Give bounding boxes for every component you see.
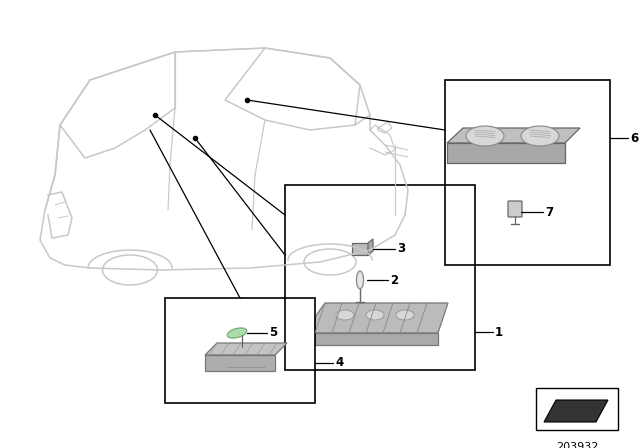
- FancyBboxPatch shape: [508, 201, 522, 217]
- Polygon shape: [352, 243, 368, 255]
- Polygon shape: [368, 239, 373, 255]
- Text: 5: 5: [269, 327, 277, 340]
- Text: 203932: 203932: [556, 442, 598, 448]
- Polygon shape: [447, 143, 565, 163]
- Ellipse shape: [366, 310, 384, 320]
- Bar: [165, 298, 315, 403]
- Bar: [536, 388, 618, 430]
- Ellipse shape: [521, 126, 559, 146]
- Bar: [445, 80, 610, 265]
- Text: 7: 7: [545, 206, 553, 219]
- Text: 4: 4: [335, 357, 343, 370]
- Ellipse shape: [356, 271, 364, 289]
- Ellipse shape: [396, 310, 414, 320]
- Text: 2: 2: [390, 273, 398, 287]
- Polygon shape: [205, 343, 287, 355]
- Text: 3: 3: [397, 242, 405, 255]
- Polygon shape: [544, 400, 608, 422]
- Polygon shape: [447, 128, 580, 143]
- Text: 1: 1: [495, 326, 503, 339]
- Polygon shape: [315, 333, 438, 345]
- Ellipse shape: [466, 126, 504, 146]
- Ellipse shape: [227, 328, 247, 338]
- Bar: [285, 185, 475, 370]
- Ellipse shape: [336, 310, 354, 320]
- Polygon shape: [315, 303, 448, 333]
- Polygon shape: [205, 355, 275, 371]
- Text: 6: 6: [630, 132, 638, 145]
